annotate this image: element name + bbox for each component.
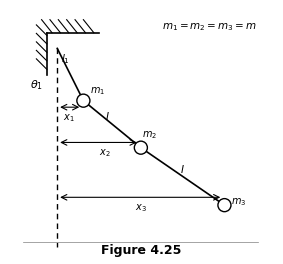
Circle shape [134,141,147,154]
Circle shape [218,199,231,212]
Text: $m_1 = m_2 = m_3 = m$: $m_1 = m_2 = m_3 = m$ [162,22,256,34]
Text: $m_1$: $m_1$ [90,85,105,97]
Text: $I$: $I$ [180,163,185,175]
Text: $x_2$: $x_2$ [98,148,110,159]
Text: $x_3$: $x_3$ [135,202,147,214]
Text: $x_1$: $x_1$ [63,112,75,124]
Text: $m_2$: $m_2$ [142,129,157,141]
Text: $m_3$: $m_3$ [231,197,246,209]
Text: $I$: $I$ [104,110,109,122]
Circle shape [77,94,90,107]
Text: $l_1$: $l_1$ [61,52,70,66]
Text: Figure 4.25: Figure 4.25 [101,244,181,257]
Text: $\theta_1$: $\theta_1$ [30,78,43,92]
